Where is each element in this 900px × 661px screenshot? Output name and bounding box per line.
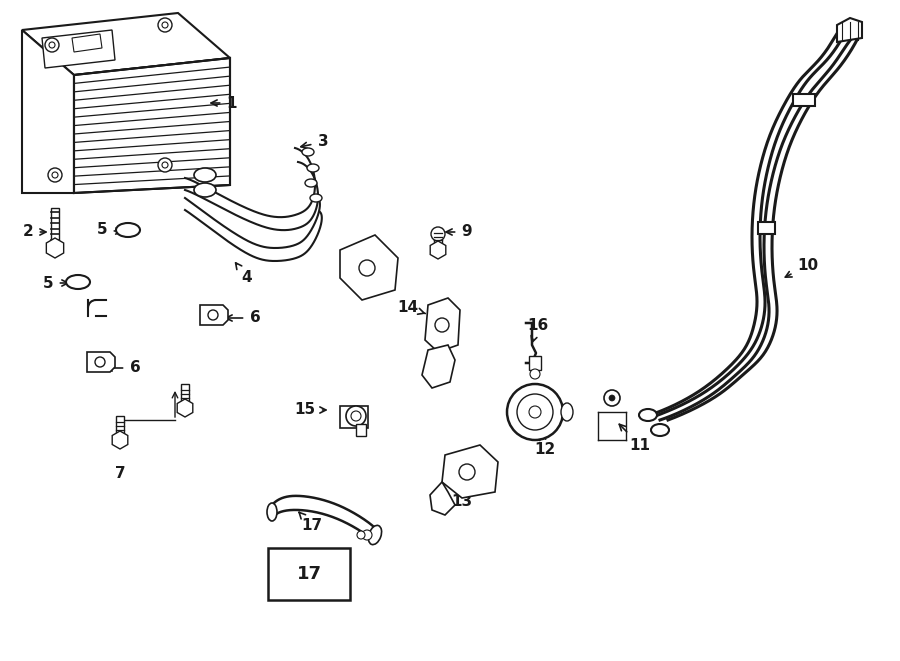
Circle shape: [162, 22, 168, 28]
Ellipse shape: [639, 409, 657, 421]
Circle shape: [351, 411, 361, 421]
Text: 8: 8: [360, 254, 391, 270]
Circle shape: [530, 369, 540, 379]
Circle shape: [45, 38, 59, 52]
Ellipse shape: [116, 223, 140, 237]
Text: 17: 17: [296, 565, 321, 583]
Circle shape: [49, 42, 55, 48]
Bar: [793, 94, 815, 106]
Ellipse shape: [267, 503, 277, 521]
Circle shape: [529, 406, 541, 418]
Circle shape: [158, 18, 172, 32]
Circle shape: [604, 390, 620, 406]
Ellipse shape: [307, 164, 319, 172]
Polygon shape: [837, 18, 862, 42]
Circle shape: [517, 394, 553, 430]
Bar: [51, 208, 59, 246]
Ellipse shape: [651, 424, 669, 436]
Bar: [529, 356, 541, 370]
Text: 15: 15: [294, 403, 326, 418]
Circle shape: [357, 531, 365, 539]
Circle shape: [48, 168, 62, 182]
Ellipse shape: [310, 194, 322, 202]
Bar: [434, 228, 442, 248]
Polygon shape: [42, 30, 115, 68]
Text: 12: 12: [535, 434, 555, 457]
Bar: [268, 548, 350, 600]
Text: 18: 18: [294, 582, 316, 598]
Circle shape: [435, 318, 449, 332]
Polygon shape: [425, 298, 460, 352]
Circle shape: [507, 384, 563, 440]
Text: 11: 11: [619, 424, 651, 453]
Text: 6: 6: [226, 311, 260, 325]
Polygon shape: [74, 58, 230, 193]
Text: 10: 10: [786, 258, 819, 277]
Ellipse shape: [194, 183, 216, 197]
Text: 16: 16: [527, 317, 549, 342]
Ellipse shape: [561, 403, 573, 421]
Ellipse shape: [66, 275, 90, 289]
Text: 2: 2: [22, 225, 46, 239]
Bar: [340, 406, 368, 428]
Bar: [116, 416, 124, 438]
Text: 14: 14: [398, 301, 426, 315]
Polygon shape: [422, 345, 455, 388]
Text: 9: 9: [446, 225, 472, 239]
Ellipse shape: [302, 148, 314, 156]
Ellipse shape: [194, 168, 216, 182]
Polygon shape: [87, 352, 115, 372]
Text: 13: 13: [452, 484, 472, 510]
Polygon shape: [200, 305, 228, 325]
Text: 17: 17: [299, 512, 322, 533]
Text: 7: 7: [114, 467, 125, 481]
Polygon shape: [430, 482, 455, 515]
Circle shape: [95, 357, 105, 367]
Polygon shape: [442, 445, 498, 498]
Text: 4: 4: [236, 263, 252, 286]
Text: 3: 3: [301, 134, 328, 149]
Text: 5: 5: [96, 223, 122, 237]
Polygon shape: [340, 235, 398, 300]
Bar: [356, 424, 366, 436]
Polygon shape: [72, 34, 102, 52]
Ellipse shape: [368, 525, 382, 545]
Text: 5: 5: [42, 276, 68, 290]
Ellipse shape: [305, 179, 317, 187]
Circle shape: [208, 310, 218, 320]
Text: 1: 1: [211, 95, 238, 110]
Circle shape: [52, 172, 58, 178]
Circle shape: [158, 158, 172, 172]
Circle shape: [362, 530, 372, 540]
Circle shape: [459, 464, 475, 480]
Bar: [758, 222, 775, 234]
Circle shape: [359, 260, 375, 276]
Text: 6: 6: [106, 360, 140, 375]
Circle shape: [609, 395, 615, 401]
Bar: [181, 384, 189, 406]
Circle shape: [431, 227, 445, 241]
Circle shape: [162, 162, 168, 168]
Polygon shape: [22, 13, 230, 75]
Polygon shape: [22, 30, 74, 193]
Circle shape: [346, 406, 366, 426]
